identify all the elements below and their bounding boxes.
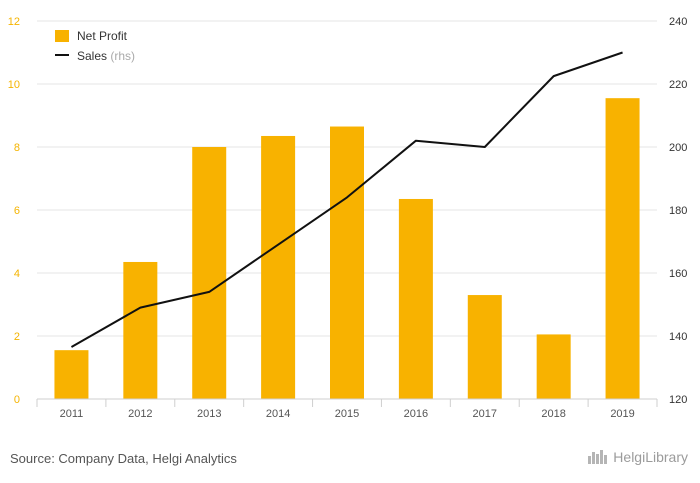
x-tick-label: 2017 bbox=[473, 408, 497, 420]
bar-net-profit bbox=[261, 135, 296, 399]
net-profit-bars bbox=[54, 98, 640, 400]
axes: 2011 2012 2013 2014 2015 2016 2017 2018 2019 0 2 4 6… bbox=[8, 16, 688, 420]
y-right-tick-label: 180 bbox=[669, 205, 687, 217]
x-tick-label: 2013 bbox=[197, 408, 221, 420]
legend-label-sales-suffix: (rhs) bbox=[110, 49, 135, 63]
x-tick-label: 2016 bbox=[404, 408, 428, 420]
y-right-tick-label: 220 bbox=[669, 79, 687, 91]
x-tick-label: 2011 bbox=[60, 408, 84, 420]
x-tick-label: 2015 bbox=[335, 408, 359, 420]
x-tick-label: 2019 bbox=[610, 408, 634, 420]
bar-net-profit bbox=[467, 295, 502, 399]
legend: Net Profit Sales (rhs) bbox=[55, 29, 135, 63]
legend-label-net-profit: Net Profit bbox=[77, 29, 128, 43]
bar-net-profit bbox=[536, 334, 571, 399]
y-right-tick-label: 140 bbox=[669, 331, 687, 343]
y-right-tick-label: 160 bbox=[669, 268, 687, 280]
y-left-tick-label: 8 bbox=[14, 142, 20, 154]
y-left-tick-label: 2 bbox=[14, 331, 20, 343]
x-tick-label: 2014 bbox=[266, 408, 290, 420]
x-tick-label: 2012 bbox=[128, 408, 152, 420]
bar-net-profit bbox=[398, 198, 433, 399]
x-tick-label: 2018 bbox=[541, 408, 565, 420]
legend-label-sales: Sales (rhs) bbox=[77, 49, 135, 63]
y-right-tick-label: 200 bbox=[669, 142, 687, 154]
y-left-tick-label: 10 bbox=[8, 79, 20, 91]
legend-swatch-net-profit bbox=[55, 30, 69, 42]
y-left-tick-label: 6 bbox=[14, 205, 20, 217]
bar-net-profit bbox=[330, 126, 364, 400]
y-right-tick-label: 240 bbox=[669, 16, 687, 28]
y-left-tick-label: 12 bbox=[8, 16, 20, 28]
bar-net-profit bbox=[123, 261, 158, 399]
bar-net-profit bbox=[605, 98, 640, 400]
brand-name: HelgiLibrary bbox=[613, 449, 688, 465]
bar-net-profit bbox=[192, 147, 227, 399]
brand-logo: HelgiLibrary bbox=[588, 449, 688, 465]
source-note: Source: Company Data, Helgi Analytics bbox=[10, 451, 237, 466]
y-left-tick-label: 4 bbox=[14, 268, 20, 280]
sales-line-layer bbox=[70, 51, 623, 348]
y-left-tick-label: 0 bbox=[14, 394, 20, 406]
library-icon bbox=[588, 450, 608, 464]
legend-label-sales-name: Sales bbox=[77, 49, 107, 63]
bar-net-profit bbox=[54, 350, 89, 399]
y-right-tick-label: 120 bbox=[669, 394, 687, 406]
